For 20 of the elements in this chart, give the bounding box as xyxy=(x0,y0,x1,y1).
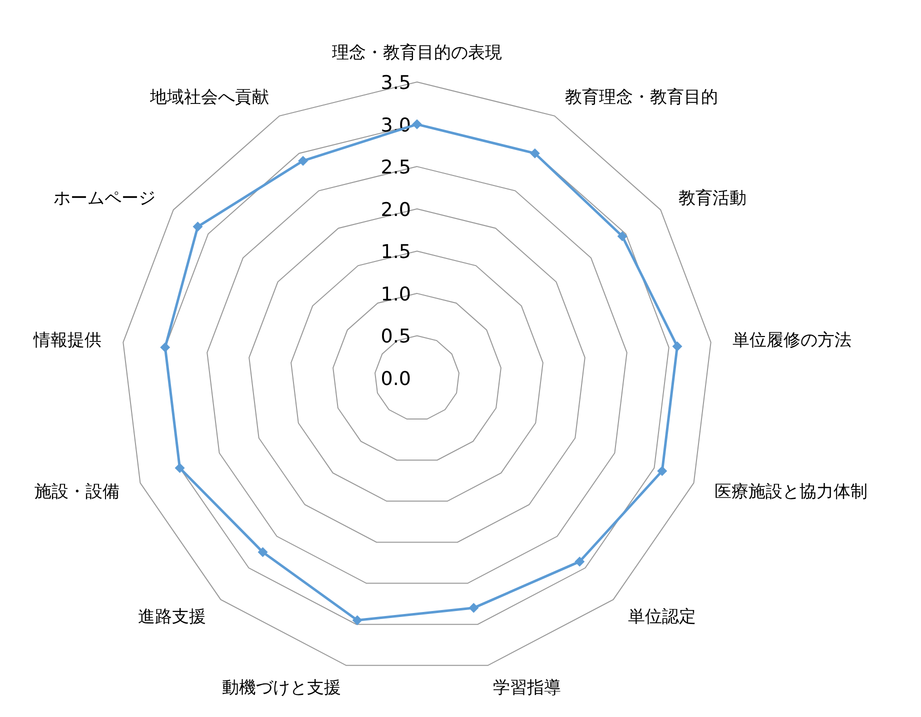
y-tick-label: 1.5 xyxy=(380,241,411,264)
spoke-label: 施設・設備 xyxy=(34,482,120,502)
spoke-label: 医療施設と協力体制 xyxy=(714,482,868,502)
spoke-label: 動機づけと支援 xyxy=(222,678,341,698)
y-tick-label: 1.0 xyxy=(380,283,411,306)
y-tick-label: 0.5 xyxy=(380,326,411,348)
spoke-label: 情報提供 xyxy=(32,330,102,351)
spoke-label: ホームページ xyxy=(53,188,156,208)
spoke-label: 進路支援 xyxy=(138,607,206,628)
y-tick-label: 0.0 xyxy=(380,368,411,390)
spoke-label: 教育理念・教育目的 xyxy=(564,87,718,108)
spoke-label: 学習指導 xyxy=(493,678,562,698)
spoke-label: 単位認定 xyxy=(628,607,696,628)
spoke-label: 教育活動 xyxy=(678,188,747,208)
y-tick-label: 3.5 xyxy=(380,72,411,94)
y-tick-label: 2.5 xyxy=(380,156,411,179)
spoke-label: 理念・教育目的の表現 xyxy=(332,43,502,63)
spoke-label: 地域社会へ貢献 xyxy=(149,87,270,108)
spoke-label: 単位履修の方法 xyxy=(732,330,852,351)
y-tick-label: 2.0 xyxy=(380,198,411,221)
